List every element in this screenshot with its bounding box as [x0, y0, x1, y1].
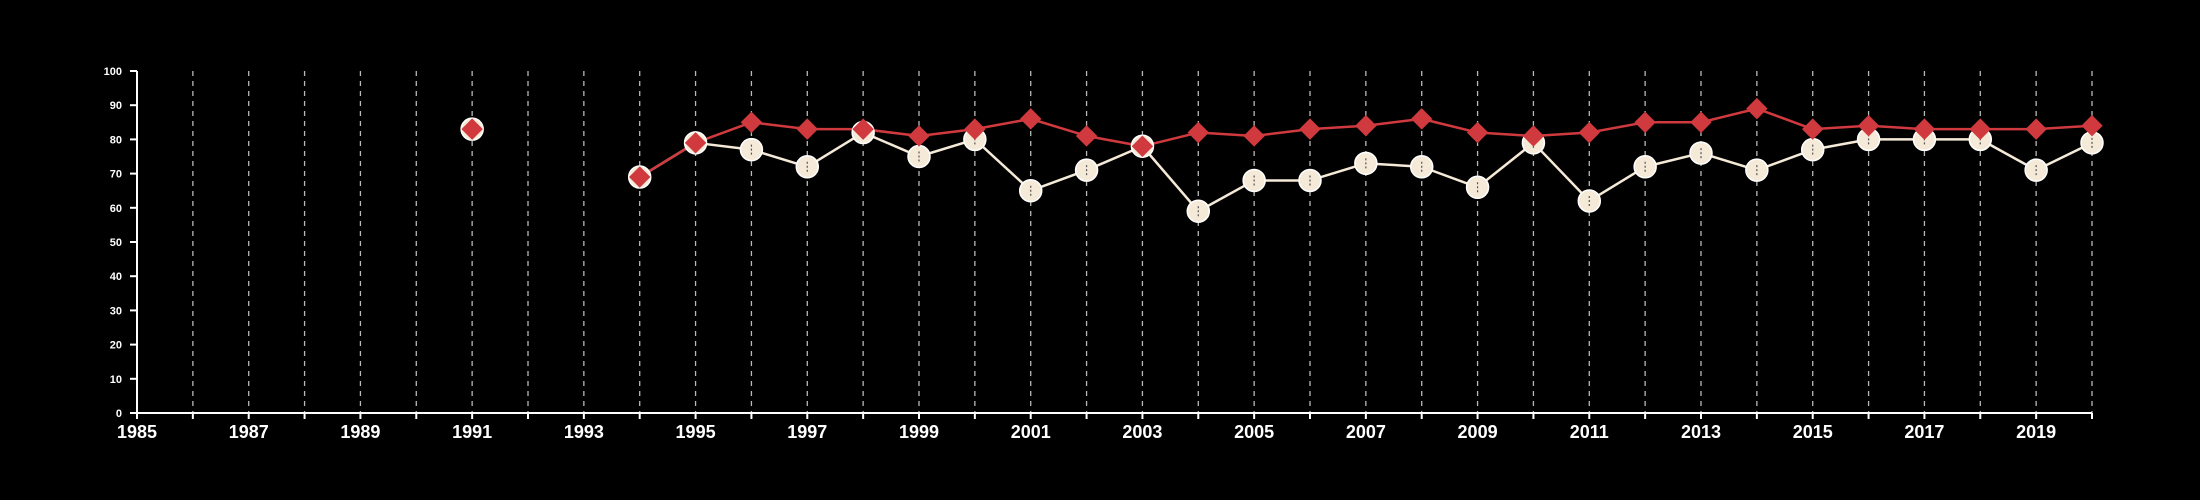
x-tick-label: 2013	[1681, 422, 1721, 442]
data-point-diamond	[1522, 125, 1545, 147]
data-point-diamond	[461, 118, 483, 140]
data-point-diamond	[1075, 125, 1098, 147]
y-tick-label: 40	[110, 271, 122, 283]
y-tick-label: 70	[110, 169, 122, 181]
x-tick-label: 2017	[1904, 422, 1944, 442]
data-point-diamond	[852, 118, 874, 140]
x-tick-label: 2019	[2016, 422, 2056, 442]
data-point-diamond	[796, 118, 818, 140]
x-tick-label: 2011	[1570, 422, 1609, 442]
data-point-diamond	[1969, 118, 1991, 140]
x-tick-label: 1989	[340, 422, 380, 442]
data-point-diamond	[1299, 118, 1321, 140]
data-point-diamond	[2025, 118, 2047, 140]
x-tick-label: 1985	[117, 422, 157, 442]
data-point-diamond	[1913, 118, 1936, 140]
data-point-diamond	[1355, 115, 1377, 137]
y-tick-label: 0	[116, 408, 122, 420]
data-point-diamond	[629, 166, 651, 188]
data-point-diamond	[1802, 118, 1824, 140]
x-tick-label: 1999	[899, 422, 939, 442]
data-point-diamond	[964, 118, 986, 140]
x-tick-label: 1987	[229, 422, 269, 442]
y-tick-label: 10	[110, 374, 122, 386]
data-point-diamond	[684, 132, 707, 154]
data-point-diamond	[1578, 121, 1600, 144]
x-tick-label: 1993	[564, 422, 604, 442]
x-tick-label: 2007	[1346, 422, 1386, 442]
x-tick-label: 2003	[1122, 422, 1162, 442]
data-point-diamond	[1634, 111, 1656, 134]
y-tick-label: 90	[110, 100, 122, 112]
x-tick-label: 2001	[1011, 422, 1051, 442]
data-point-diamond	[1243, 125, 1265, 147]
x-tick-label: 1991	[452, 422, 492, 442]
data-point-diamond	[1411, 108, 1433, 130]
data-markers	[460, 97, 2104, 223]
data-point-diamond	[1020, 108, 1042, 130]
x-tick-label: 1997	[787, 422, 827, 442]
y-tick-label: 50	[110, 237, 122, 249]
y-tick-label: 20	[110, 340, 122, 352]
data-point-diamond	[908, 125, 930, 147]
grid-lines	[192, 71, 2093, 413]
y-tick-label: 100	[104, 66, 122, 78]
data-point-diamond	[2081, 115, 2103, 137]
x-tick-label: 1995	[676, 422, 716, 442]
data-point-diamond	[740, 111, 763, 134]
data-point-diamond	[1857, 115, 1880, 137]
x-tick-label: 2015	[1793, 422, 1833, 442]
y-tick-label: 30	[110, 305, 122, 317]
y-tick-label: 80	[110, 134, 122, 146]
data-point-diamond	[1746, 97, 1768, 120]
x-tick-label: 2005	[1234, 422, 1274, 442]
data-point-diamond	[1187, 121, 1209, 144]
axes: 0 10 20 30 40 50 60 70 80 90 100 1985 1987 1989 1991 19…	[104, 66, 2093, 442]
data-point-diamond	[1131, 135, 1154, 157]
x-tick-label: 2009	[1458, 422, 1498, 442]
data-point-diamond	[1690, 111, 1712, 134]
y-tick-label: 60	[110, 203, 122, 215]
data-point-diamond	[1466, 121, 1489, 144]
